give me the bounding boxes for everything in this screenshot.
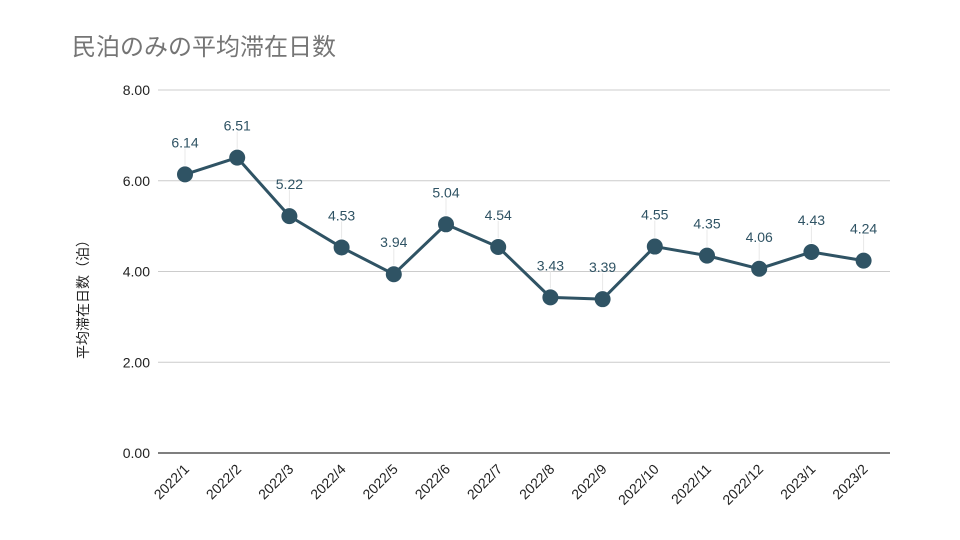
x-tick-label: 2022/12 <box>719 461 766 508</box>
series-line <box>184 156 864 301</box>
data-label: 4.54 <box>485 207 512 223</box>
x-tick-label: 2022/10 <box>615 461 662 508</box>
data-label: 3.43 <box>537 257 564 273</box>
x-tick-label: 2022/2 <box>203 461 245 503</box>
data-label: 3.39 <box>589 259 616 275</box>
data-point <box>594 291 611 308</box>
data-label: 4.35 <box>693 216 720 232</box>
data-points <box>177 149 872 308</box>
data-label: 4.24 <box>850 221 877 237</box>
x-axis-ticks: 2022/1 2022/2 2022/3 2022/4 2022/5 2022/6 2022… <box>151 461 871 508</box>
x-tick-label: 2022/4 <box>307 461 349 503</box>
data-label: 6.14 <box>171 134 198 150</box>
data-point <box>646 238 663 255</box>
data-label: 4.43 <box>798 212 825 228</box>
data-point <box>281 208 298 225</box>
y-tick-label: 0.00 <box>123 445 150 461</box>
data-label: 5.04 <box>432 184 459 200</box>
x-tick-label: 2022/1 <box>151 461 193 503</box>
data-point <box>229 149 246 166</box>
y-tick-label: 2.00 <box>123 354 150 370</box>
y-axis-label: 平均滞在日数（泊） <box>75 233 91 359</box>
x-tick-label: 2022/5 <box>359 461 401 503</box>
y-axis-ticks: 0.00 2.00 4.00 6.00 8.00 <box>123 82 150 461</box>
data-point <box>699 247 715 264</box>
data-point <box>333 239 350 256</box>
data-point <box>542 289 559 306</box>
data-label: 6.51 <box>224 118 251 134</box>
data-point <box>490 238 507 255</box>
data-point <box>385 266 402 283</box>
x-tick-label: 2022/3 <box>255 461 297 503</box>
x-tick-label: 2023/2 <box>829 461 871 503</box>
x-tick-label: 2023/1 <box>777 461 819 503</box>
data-label: 5.22 <box>276 176 303 192</box>
data-point <box>751 260 768 277</box>
data-labels: 6.14 6.51 5.22 4.53 3.94 5.04 4.54 3.43 3.39 4.55… <box>171 118 877 276</box>
x-tick-label: 2022/9 <box>568 461 610 503</box>
data-point <box>803 243 820 260</box>
x-tick-label: 2022/6 <box>412 461 454 503</box>
chart-title: 民泊のみの平均滞在日数 <box>72 34 336 61</box>
data-point <box>855 252 872 269</box>
data-label: 4.55 <box>641 207 668 223</box>
data-point <box>177 166 193 183</box>
x-tick-label: 2022/7 <box>464 461 506 503</box>
x-tick-label: 2022/8 <box>516 461 558 503</box>
y-tick-label: 4.00 <box>123 264 150 280</box>
y-tick-label: 6.00 <box>123 173 150 189</box>
data-label: 3.94 <box>380 234 407 250</box>
x-tick-label: 2022/11 <box>668 461 715 508</box>
data-label: 4.53 <box>328 207 355 223</box>
label-leaders <box>184 131 865 291</box>
data-point <box>438 216 454 233</box>
y-tick-label: 8.00 <box>123 82 150 98</box>
data-label: 4.06 <box>746 229 773 245</box>
